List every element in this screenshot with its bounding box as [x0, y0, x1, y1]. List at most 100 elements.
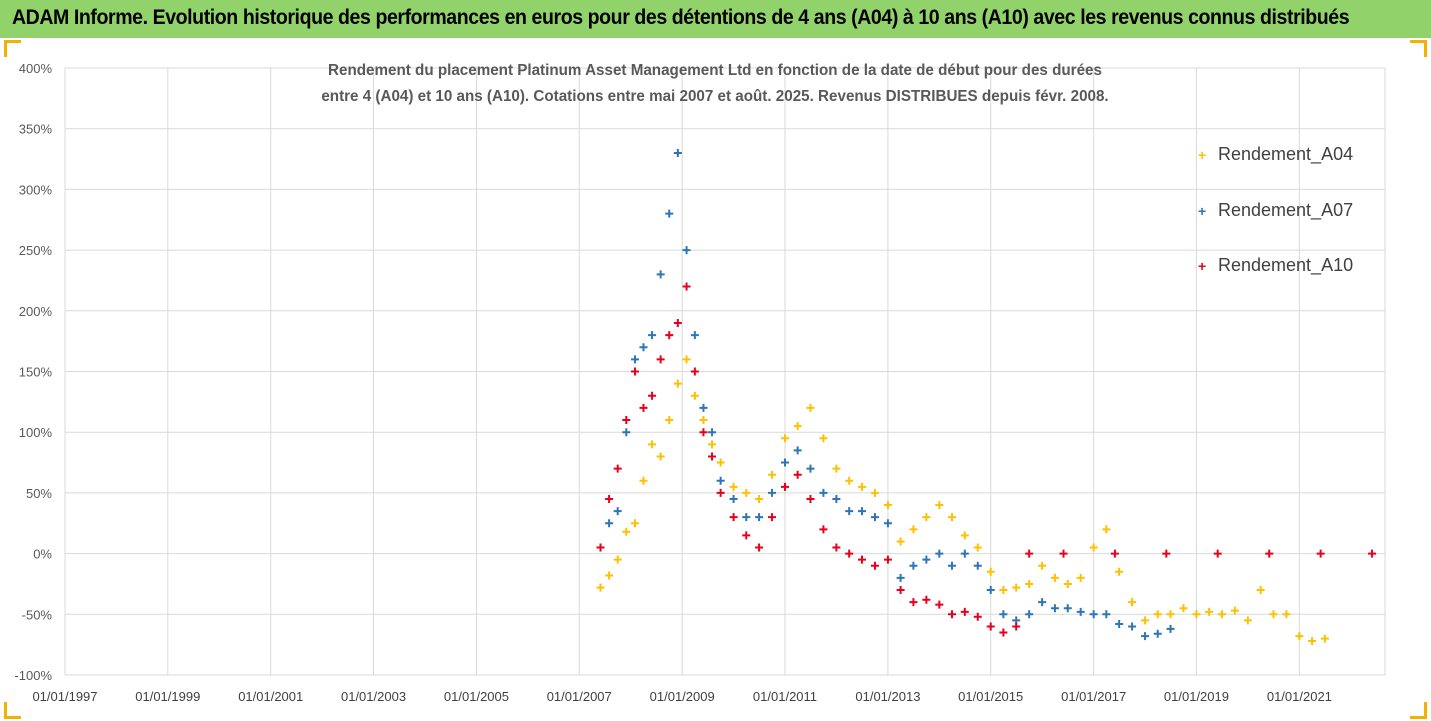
data-point: [716, 476, 725, 485]
data-point: [1153, 629, 1162, 638]
data-point: [1316, 549, 1325, 558]
data-point: [631, 367, 640, 376]
data-point: [699, 428, 708, 437]
data-point: [1102, 610, 1111, 619]
data-point: [699, 416, 708, 425]
data-point: [1089, 543, 1098, 552]
data-point: [1230, 606, 1239, 615]
corner-accent-bottom-left: [4, 702, 21, 719]
legend-marker-a04: +: [1198, 147, 1207, 163]
data-point: [1025, 549, 1034, 558]
data-point: [806, 494, 815, 503]
data-point: [793, 470, 802, 479]
data-point: [605, 519, 614, 528]
data-point: [845, 476, 854, 485]
data-point: [1076, 573, 1085, 582]
y-tick-label: 250%: [19, 243, 53, 258]
data-point: [999, 586, 1008, 595]
x-tick-label: 01/01/2019: [1164, 689, 1229, 704]
data-point: [682, 282, 691, 291]
data-point: [780, 434, 789, 443]
chart-title-line-1: Rendement du placement Platinum Asset Ma…: [328, 62, 1102, 79]
legend-marker-a07: +: [1198, 203, 1207, 219]
data-point: [780, 482, 789, 491]
data-point: [639, 343, 648, 352]
data-point: [742, 488, 751, 497]
legend-label-a07: Rendement_A07: [1218, 200, 1354, 220]
y-tick-label: 400%: [19, 61, 53, 76]
data-point: [1166, 610, 1175, 619]
data-point: [1243, 616, 1252, 625]
data-point: [656, 452, 665, 461]
data-point: [1063, 604, 1072, 613]
series-rendement-a04: [596, 355, 1329, 646]
x-axis-tick-labels: 01/01/1997 01/01/1999 01/01/2001 01/01/2003…: [32, 689, 1331, 704]
data-point: [673, 148, 682, 157]
data-point: [729, 513, 738, 522]
data-point: [622, 428, 631, 437]
data-point: [742, 531, 751, 540]
data-point: [883, 519, 892, 528]
data-point: [909, 561, 918, 570]
data-point: [1269, 610, 1278, 619]
data-point: [1192, 610, 1201, 619]
data-point: [1076, 607, 1085, 616]
data-point: [1265, 549, 1274, 558]
data-point: [605, 571, 614, 580]
data-point: [986, 622, 995, 631]
data-point: [858, 507, 867, 516]
data-point: [960, 549, 969, 558]
data-point: [1050, 604, 1059, 613]
data-point: [947, 561, 956, 570]
data-point: [639, 476, 648, 485]
x-tick-label: 01/01/2001: [238, 689, 303, 704]
data-point: [690, 331, 699, 340]
data-point: [1153, 610, 1162, 619]
data-point: [1128, 622, 1137, 631]
corner-accent-top-right: [1410, 40, 1427, 57]
data-point: [1050, 573, 1059, 582]
data-point: [596, 583, 605, 592]
data-point: [819, 488, 828, 497]
data-point: [682, 355, 691, 364]
x-tick-label: 01/01/1999: [135, 689, 200, 704]
data-point: [1025, 610, 1034, 619]
data-point: [656, 355, 665, 364]
x-tick-label: 01/01/2005: [444, 689, 509, 704]
data-point: [690, 391, 699, 400]
data-point: [708, 452, 717, 461]
data-point: [973, 543, 982, 552]
chart-svg: 400% 350% 300% 250% 200% 150% 100% 50% 0% -50% -10…: [14, 61, 1386, 704]
y-tick-label: -100%: [14, 668, 52, 683]
data-point: [613, 555, 622, 564]
data-point: [999, 628, 1008, 637]
data-point: [708, 428, 717, 437]
data-point: [973, 561, 982, 570]
data-point: [613, 464, 622, 473]
data-point: [819, 434, 828, 443]
data-point: [1141, 632, 1150, 641]
legend-label-a10: Rendement_A10: [1218, 255, 1354, 275]
y-tick-label: 50%: [26, 486, 52, 501]
data-point: [755, 494, 764, 503]
report-title: ADAM Informe. Evolution historique des p…: [12, 6, 1350, 29]
data-point: [909, 525, 918, 534]
chart-area: 400% 350% 300% 250% 200% 150% 100% 50% 0% -50% -10…: [0, 38, 1431, 721]
x-tick-label: 01/01/2009: [650, 689, 715, 704]
y-tick-label: 0%: [33, 547, 52, 562]
data-point: [883, 555, 892, 564]
data-point: [1012, 622, 1021, 631]
data-point: [935, 549, 944, 558]
data-point: [922, 513, 931, 522]
data-point: [665, 209, 674, 218]
legend-item-a10: + Rendement_A10: [1198, 255, 1353, 276]
data-point: [793, 446, 802, 455]
data-point: [742, 513, 751, 522]
data-point: [986, 586, 995, 595]
corner-accent-top-left: [4, 40, 21, 57]
data-point: [793, 422, 802, 431]
data-point: [922, 595, 931, 604]
x-tick-label: 01/01/2007: [547, 689, 612, 704]
data-point: [896, 537, 905, 546]
data-point: [1102, 525, 1111, 534]
